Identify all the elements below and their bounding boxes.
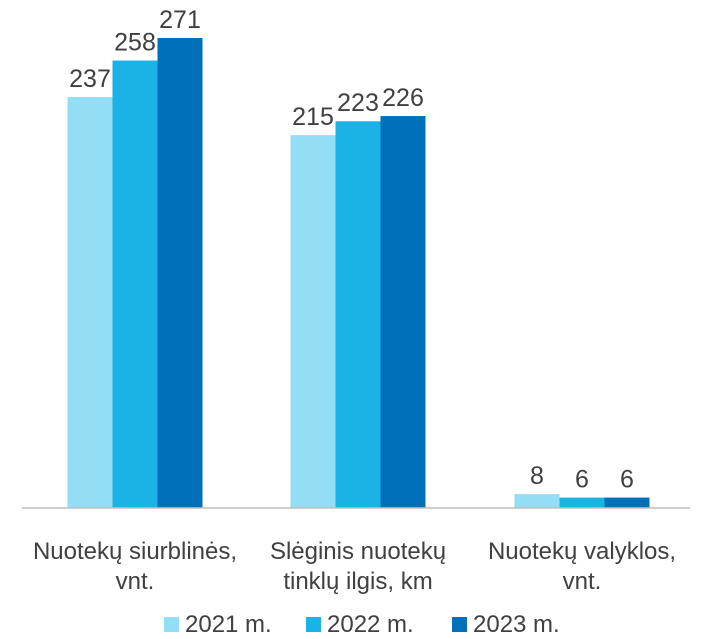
bar-2-3 [380, 116, 426, 508]
value-label-2-1: 215 [292, 103, 334, 131]
value-label-1-1: 237 [69, 65, 111, 93]
category-label-1-line-1: Nuotekų siurblinės, [33, 538, 237, 565]
category-label-2-line-1: Slėginis nuotekų [270, 538, 446, 565]
value-label-2-2: 223 [337, 89, 379, 117]
category-label-1-line-2: vnt. [116, 568, 155, 595]
value-label-2-3: 226 [382, 84, 424, 112]
bar-1-3 [157, 38, 203, 508]
bar-3-3 [604, 497, 650, 508]
bar-2-1 [290, 135, 336, 508]
bar-2-2 [335, 121, 381, 509]
legend-swatch-3 [452, 617, 467, 632]
bar-1-1 [67, 96, 113, 508]
legend-label-3: 2023 m. [473, 611, 560, 638]
value-label-1-3: 271 [159, 6, 201, 34]
category-labels-group: Nuotekų siurblinės, vnt. Slėginis nuotekų t… [33, 538, 676, 595]
value-label-3-3: 6 [620, 466, 634, 494]
value-label-1-2: 258 [114, 29, 156, 57]
legend-swatch-1 [164, 617, 179, 632]
legend: 2021 m. 2022 m. 2023 m. [164, 611, 560, 638]
category-label-3-line-2: vnt. [563, 568, 602, 595]
value-label-3-2: 6 [575, 466, 589, 494]
legend-label-2: 2022 m. [327, 611, 414, 638]
value-label-3-1: 8 [530, 462, 544, 490]
category-label-2-line-2: tinklų ilgis, km [283, 568, 432, 595]
legend-swatch-2 [306, 617, 321, 632]
category-label-3-line-1: Nuotekų valyklos, [488, 538, 676, 565]
bar-1-2 [112, 60, 158, 509]
legend-label-1: 2021 m. [185, 611, 272, 638]
bar-3-1 [514, 494, 560, 508]
bars-group [67, 38, 650, 509]
bar-3-2 [559, 497, 605, 508]
